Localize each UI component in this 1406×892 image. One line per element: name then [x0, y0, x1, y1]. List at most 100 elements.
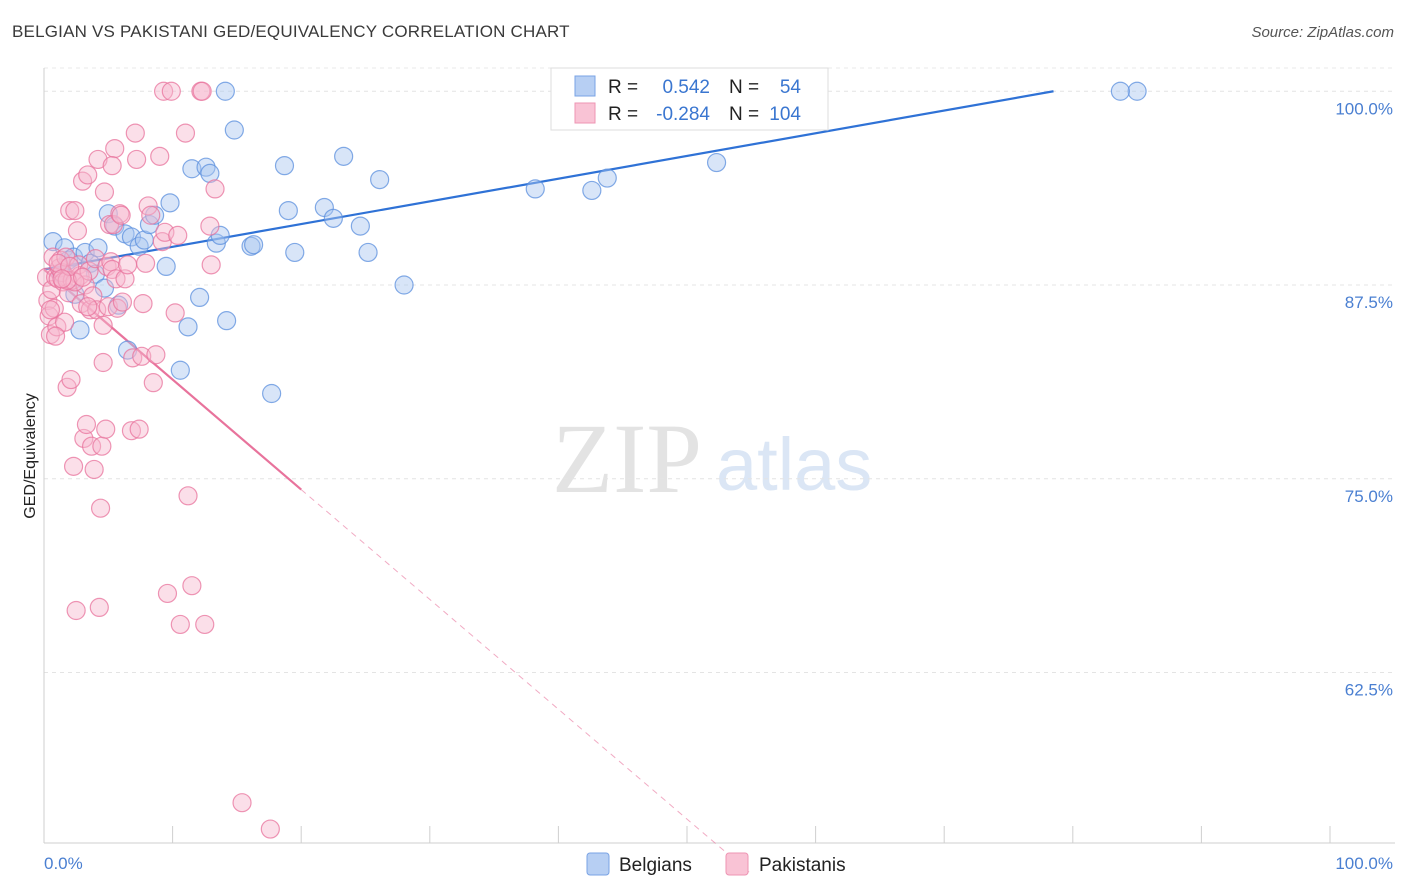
data-point-pakistanis [200, 216, 220, 236]
data-point-pakistanis [74, 428, 94, 449]
data-point-pakistanis [72, 171, 93, 191]
data-point-pakistanis [133, 294, 153, 314]
data-point-belgians [182, 159, 202, 179]
bottom-legend-swatch-belgians [586, 852, 610, 876]
data-point-pakistanis [195, 614, 215, 635]
data-point-belgians [70, 320, 90, 340]
legend-swatch-belgians [574, 75, 596, 97]
data-point-belgians [178, 317, 198, 337]
data-point-pakistanis [232, 793, 252, 813]
legend-r-value-belgians: 0.542 [662, 77, 710, 98]
data-point-pakistanis [54, 312, 75, 332]
data-point-pakistanis [78, 165, 98, 185]
data-point-pakistanis [161, 81, 181, 101]
data-point-pakistanis [143, 373, 163, 393]
data-point-pakistanis [150, 146, 170, 166]
legend-swatch-pakistanis [574, 102, 596, 124]
legend-n-label-belgians: N = [729, 77, 759, 98]
data-point-pakistanis [88, 149, 108, 170]
data-point-pakistanis [201, 255, 221, 275]
watermark-atlas: atlas [716, 423, 872, 506]
data-point-belgians [215, 81, 235, 101]
data-point-pakistanis [126, 149, 147, 170]
data-point-pakistanis [89, 597, 109, 618]
data-point-belgians [170, 360, 190, 380]
data-point-belgians [217, 311, 237, 331]
chart-source: Source: ZipAtlas.com [1251, 24, 1394, 41]
data-point-pakistanis [102, 259, 122, 280]
y-tick-labels: 62.5% 75.0% 87.5% 100.0% [1335, 99, 1393, 699]
x-tick-label-max: 100.0% [1335, 854, 1393, 873]
data-points [36, 81, 1147, 839]
legend-n-value-pakistanis: 104 [769, 104, 801, 125]
bottom-legend-label-belgians: Belgians [619, 855, 692, 876]
data-point-pakistanis [260, 819, 280, 839]
data-point-pakistanis [84, 459, 104, 480]
y-tick-label: 75.0% [1345, 487, 1393, 506]
data-point-belgians [278, 201, 298, 221]
data-point-pakistanis [63, 456, 84, 476]
data-point-belgians [323, 208, 343, 228]
data-point-pakistanis [105, 139, 125, 159]
data-point-belgians [43, 232, 63, 252]
data-point-pakistanis [129, 419, 149, 439]
trend-line-belgians [43, 90, 1054, 271]
data-point-pakistanis [60, 201, 80, 221]
data-point-belgians [156, 256, 176, 276]
data-point-pakistanis [170, 614, 190, 635]
data-point-belgians [224, 120, 244, 140]
legend-r-label-pakistanis: R = [608, 104, 638, 125]
data-point-pakistanis [117, 255, 138, 275]
data-point-pakistanis [94, 182, 115, 202]
data-point-pakistanis [85, 249, 106, 269]
legend-r-value-pakistanis: -0.284 [656, 104, 710, 125]
data-point-pakistanis [78, 297, 98, 317]
trend-line-extension-1 [300, 489, 752, 875]
bottom-legend-swatch-pakistanis [725, 852, 749, 876]
data-point-belgians [370, 170, 390, 190]
data-point-belgians [525, 179, 545, 199]
y-axis-title: GED/Equivalency [22, 393, 39, 518]
data-point-pakistanis [102, 156, 122, 176]
data-point-pakistanis [192, 81, 212, 101]
data-point-pakistanis [92, 436, 112, 456]
data-point-pakistanis [65, 201, 85, 221]
legend-r-label-belgians: R = [608, 77, 638, 98]
series-legend: Belgians Pakistanis [586, 852, 846, 876]
data-point-pakistanis [90, 498, 111, 518]
legend-n-label-pakistanis: N = [729, 104, 759, 125]
data-point-pakistanis [67, 221, 88, 241]
y-tick-label: 100.0% [1335, 99, 1393, 118]
data-point-pakistanis [93, 352, 113, 373]
data-point-belgians [706, 152, 727, 173]
data-point-pakistanis [76, 414, 97, 435]
data-point-belgians [1110, 81, 1130, 101]
data-point-belgians [190, 287, 210, 307]
data-point-pakistanis [96, 419, 116, 439]
data-point-belgians [1127, 81, 1147, 101]
data-point-belgians [582, 180, 602, 201]
data-point-belgians [244, 235, 264, 255]
correlation-legend: R = 0.542 N = 54 R = -0.284 N = 104 [550, 67, 829, 131]
data-point-belgians [262, 383, 282, 404]
data-point-pakistanis [141, 205, 161, 225]
data-point-pakistanis [121, 421, 142, 441]
data-point-pakistanis [178, 486, 198, 506]
data-point-pakistanis [110, 204, 130, 224]
data-point-pakistanis [153, 81, 174, 101]
data-point-pakistanis [40, 300, 61, 320]
x-axis-ticks [43, 826, 1331, 843]
data-point-belgians [160, 193, 180, 213]
data-point-pakistanis [52, 269, 72, 289]
data-point-belgians [334, 146, 354, 166]
legend-box-frame [550, 67, 829, 131]
data-point-pakistanis [125, 123, 145, 143]
data-point-pakistanis [165, 303, 185, 323]
data-point-belgians [274, 156, 295, 176]
data-point-belgians [285, 242, 305, 263]
legend-n-value-belgians: 54 [780, 77, 802, 98]
data-point-pakistanis [132, 346, 152, 366]
bottom-legend-label-pakistanis: Pakistanis [759, 855, 846, 876]
trend-lines [43, 90, 1054, 875]
